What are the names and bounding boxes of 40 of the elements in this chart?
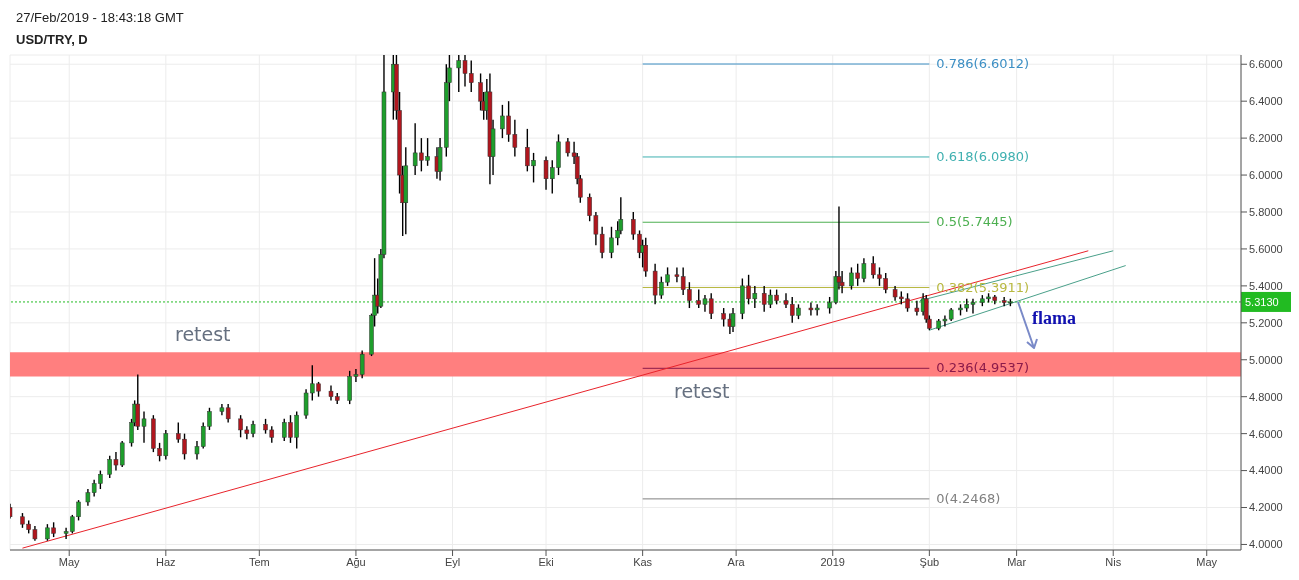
x-tick-label: Eyl xyxy=(444,555,461,568)
x-tick-label: Nis xyxy=(1105,555,1122,568)
y-tick-label: 4.4000 xyxy=(1249,464,1283,477)
annotation: retest xyxy=(175,323,231,345)
y-tick-label: 5.6000 xyxy=(1249,242,1283,255)
y-tick-label: 5.8000 xyxy=(1249,205,1283,218)
series-label: 0.618(6.0980) xyxy=(936,148,1030,164)
x-tick-label: Ara xyxy=(727,555,746,568)
series-label: 0.5(5.7445) xyxy=(936,214,1013,230)
annotation: retest xyxy=(674,380,730,402)
x-tick-label: Şub xyxy=(919,555,940,568)
x-tick-label: Kas xyxy=(633,555,653,568)
y-tick-label: 4.6000 xyxy=(1249,427,1283,440)
candlestick xyxy=(730,307,736,333)
series-label: 0.236(4.9537) xyxy=(936,360,1030,376)
candlestick xyxy=(721,307,726,328)
y-tick-label: 5.0000 xyxy=(1249,353,1283,366)
y-tick-label: 6.2000 xyxy=(1249,132,1283,145)
ref-line-label: 5.3130 xyxy=(1245,295,1279,308)
y-tick-label: 4.2000 xyxy=(1249,501,1283,514)
x-tick-label: Ağu xyxy=(346,555,366,568)
y-tick-label: 6.4000 xyxy=(1249,95,1283,108)
x-tick-label: Mar xyxy=(1007,555,1027,568)
series-label: 0.786(6.6012) xyxy=(936,56,1030,72)
chart-subtitle: 27/Feb/2019 - 18:43:18 GMT xyxy=(16,10,184,25)
x-tick-label: Haz xyxy=(156,555,176,568)
y-tick-label: 5.4000 xyxy=(1249,279,1283,292)
chart-title: USD/TRY, D xyxy=(16,32,88,47)
x-tick-label: May xyxy=(58,555,81,568)
x-tick-label: Tem xyxy=(248,555,270,568)
annotation: flama xyxy=(1032,308,1076,329)
y-tick-label: 6.0000 xyxy=(1249,168,1283,181)
y-tick-label: 4.8000 xyxy=(1249,390,1283,403)
x-tick-label: 2019 xyxy=(820,555,845,568)
series-label: 0(4.2468) xyxy=(936,490,1001,506)
y-tick-label: 4.0000 xyxy=(1249,538,1283,551)
x-tick-label: May xyxy=(1196,555,1218,568)
y-tick-label: 6.6000 xyxy=(1249,58,1283,71)
x-tick-label: Eki xyxy=(538,555,554,568)
y-tick-label: 5.2000 xyxy=(1249,316,1283,329)
